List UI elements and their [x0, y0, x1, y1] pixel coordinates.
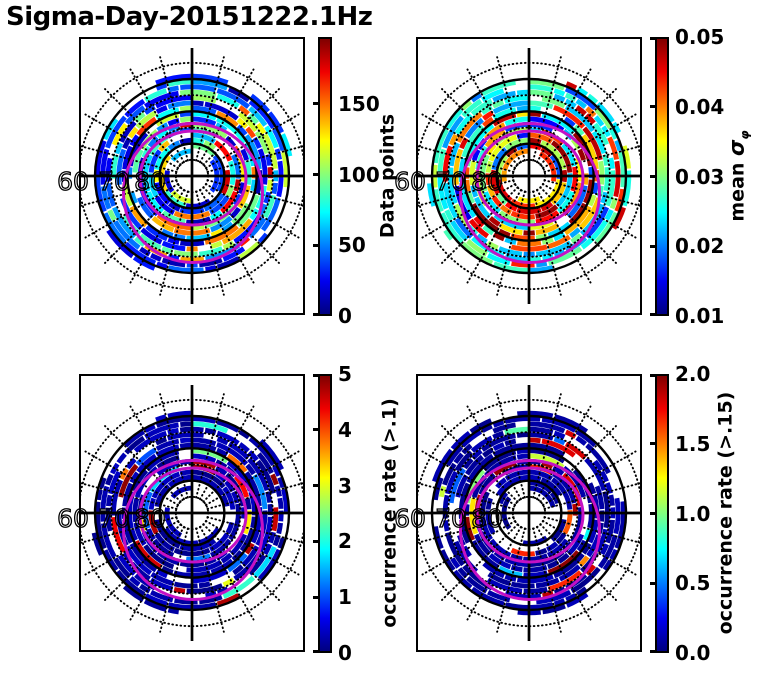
- colorbar-gradient: [655, 374, 669, 653]
- colorbar-title-text: Data points: [376, 113, 399, 239]
- colorbar-tick-mark: [650, 175, 655, 178]
- crosshair-axes: [418, 48, 640, 304]
- colorbar-tick-mark: [650, 442, 655, 446]
- crosshair-axes: [418, 385, 640, 641]
- colorbar-mean-sigma-phi: mean σφ 0.01 0.02 0.03 0.04 0.05: [650, 26, 759, 327]
- colorbar-gradient: [318, 374, 332, 653]
- colorbar-tick-label: 1.5: [675, 431, 711, 456]
- polar-panel-occurrence-rate-gt-.1: 60 70 80: [56, 374, 305, 652]
- colorbar-tick-label: 0.03: [675, 164, 725, 189]
- auroral-oval-rings: [459, 459, 601, 601]
- colorbar-tick-mark: [313, 102, 318, 106]
- colorbar-tick-label: 0.0: [675, 641, 711, 665]
- colorbar-tick-label: 0.02: [675, 234, 725, 259]
- colorbar-tick-label: 0: [338, 641, 352, 665]
- colorbar-tick-mark: [313, 595, 318, 599]
- colorbar-tick-label: 150: [338, 91, 380, 116]
- colorbar-tick-mark: [313, 484, 318, 488]
- colorbar-tick-label: 0.05: [675, 25, 725, 49]
- polar-panel-mean-sigma-phi: 60 70 80: [393, 37, 642, 315]
- colorbar-tick-mark: [650, 105, 655, 109]
- colorbar-tick-mark: [313, 539, 318, 543]
- colorbar-tick-mark: [650, 374, 655, 377]
- colorbar-title-text: mean: [726, 155, 749, 222]
- colorbar-occurrence-rate-gt-.15: occurrence rate (>.15) 0.0 0.5 1.0 1.5 2.0: [650, 363, 759, 664]
- colorbar-tick-label: 100: [338, 162, 380, 187]
- colorbar-tick-label: 2: [338, 529, 352, 554]
- crosshair-axes: [81, 385, 303, 641]
- colorbar-tick-mark: [650, 650, 655, 653]
- colorbar-data-points: Data points 0 50 100 150: [313, 37, 438, 327]
- polar-panel-occurrence-rate-gt-.15: 60 70 80: [393, 374, 642, 652]
- polar-plot-data-points: [81, 48, 303, 304]
- colorbar-tick-label: 1.0: [675, 501, 711, 526]
- colorbar-tick-mark: [313, 243, 318, 247]
- colorbar-tick-mark: [650, 581, 655, 585]
- colorbar-title-symbol: σ: [724, 139, 749, 156]
- crosshair-axes: [81, 48, 303, 304]
- colorbar-title: mean σφ: [725, 130, 752, 221]
- colorbar-tick-mark: [650, 313, 655, 316]
- auroral-oval-rings: [459, 122, 601, 264]
- colorbar-tick-mark: [650, 512, 655, 515]
- colorbar-title-subscript: φ: [737, 130, 752, 140]
- colorbar-occurrence-rate-gt-.1: occurrence rate (>.1) 0 1 2 3 4 5: [313, 363, 438, 664]
- colorbar-tick-label: 0.01: [675, 304, 725, 328]
- polar-panel-data-points: 60 70 80: [56, 37, 305, 315]
- colorbar-title: occurrence rate (>.1): [377, 398, 404, 628]
- colorbar-title-text: occurrence rate (>.1): [378, 398, 401, 628]
- colorbar-tick-mark: [313, 650, 318, 653]
- colorbar-tick-label: 1: [338, 585, 352, 610]
- polar-plot-occurrence-rate-gt-.1: [81, 385, 303, 641]
- colorbar-gradient: [655, 37, 669, 316]
- auroral-oval-rings: [122, 459, 264, 601]
- colorbar-tick-label: 3: [338, 473, 352, 498]
- colorbar-tick-mark: [313, 428, 318, 432]
- colorbar-tick-mark: [650, 37, 655, 40]
- colorbar-gradient: [318, 37, 332, 316]
- colorbar-tick-mark: [313, 313, 318, 316]
- colorbar-tick-label: 4: [338, 417, 352, 442]
- colorbar-tick-label: 0.04: [675, 94, 725, 119]
- colorbar-tick-mark: [313, 374, 318, 377]
- colorbar-tick-label: 0: [338, 304, 352, 328]
- colorbar-tick-label: 5: [338, 362, 352, 386]
- colorbar-title: occurrence rate (>.15): [713, 392, 740, 635]
- auroral-oval-rings: [122, 122, 264, 264]
- figure-title: Sigma-Day-20151222.1Hz: [6, 2, 373, 32]
- colorbar-tick-mark: [313, 173, 318, 177]
- colorbar-title-text: occurrence rate (>.15): [714, 391, 737, 635]
- polar-plot-mean-sigma-phi: [418, 48, 640, 304]
- colorbar-tick-label: 0.5: [675, 571, 711, 596]
- colorbar-tick-label: 50: [338, 233, 366, 258]
- colorbar-tick-mark: [650, 244, 655, 248]
- polar-plot-occurrence-rate-gt-.15: [418, 385, 640, 641]
- colorbar-tick-label: 2.0: [675, 362, 711, 386]
